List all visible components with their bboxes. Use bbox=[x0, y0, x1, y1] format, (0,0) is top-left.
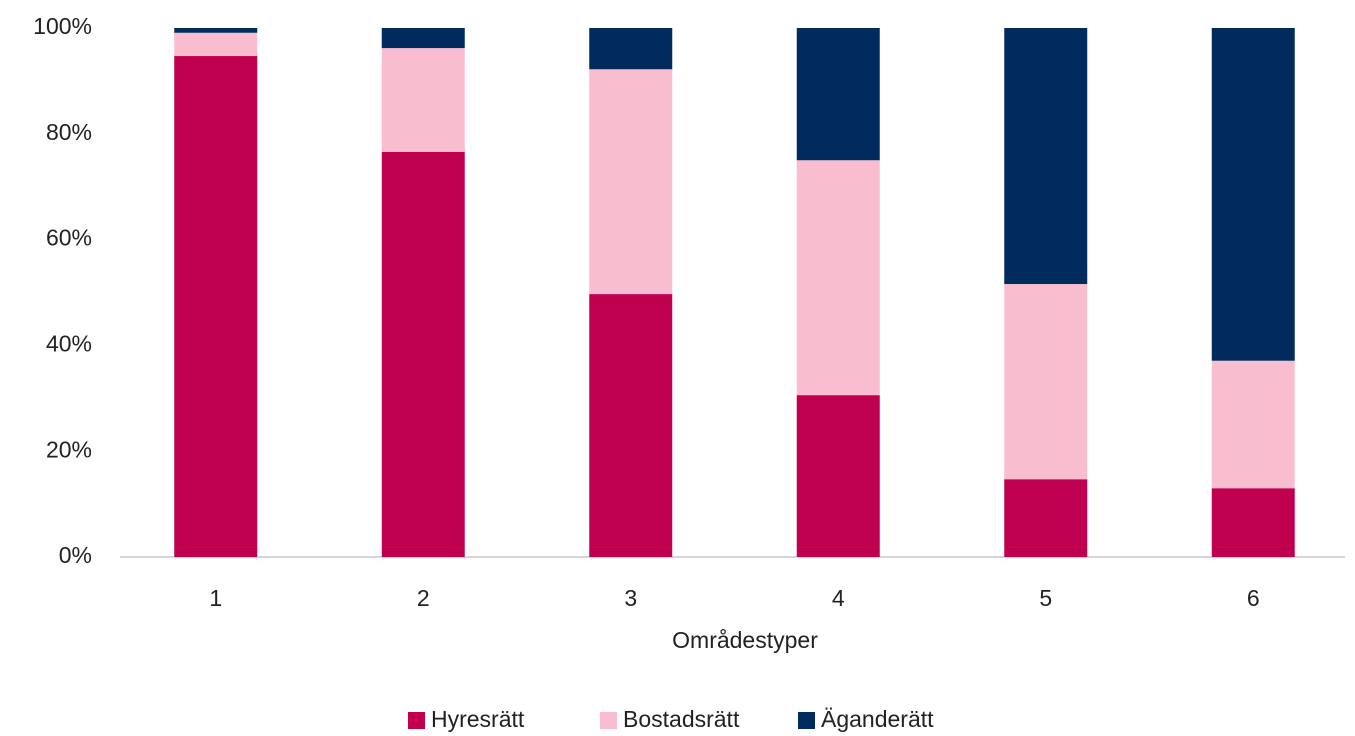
legend-label: Hyresrätt bbox=[431, 706, 525, 732]
bar-segment bbox=[174, 32, 258, 57]
legend-swatch bbox=[408, 712, 425, 729]
x-axis-title: Områdestyper bbox=[672, 627, 818, 653]
bar-segment bbox=[381, 151, 465, 557]
y-tick-label: 0% bbox=[59, 542, 92, 568]
legend-label: Äganderätt bbox=[821, 706, 934, 732]
bar-segment bbox=[174, 56, 258, 558]
bar-segment bbox=[1004, 479, 1088, 557]
bar-segment bbox=[1211, 28, 1295, 361]
bar-segment bbox=[381, 28, 465, 49]
x-tick-label: 3 bbox=[624, 585, 637, 611]
legend-swatch bbox=[600, 712, 617, 729]
x-tick-label: 2 bbox=[417, 585, 430, 611]
bar-segment bbox=[1004, 28, 1088, 285]
bar-segment bbox=[589, 28, 673, 70]
bar-segment bbox=[796, 395, 880, 557]
x-tick-label: 4 bbox=[832, 585, 845, 611]
legend-swatch bbox=[798, 712, 815, 729]
y-tick-label: 100% bbox=[33, 13, 92, 39]
legend-label: Bostadsrätt bbox=[623, 706, 740, 732]
y-tick-label: 80% bbox=[46, 119, 92, 145]
bar-segment bbox=[589, 294, 673, 557]
bar-segment bbox=[1211, 488, 1295, 557]
bar-segment bbox=[1211, 360, 1295, 489]
y-tick-label: 20% bbox=[46, 436, 92, 462]
bar-segment bbox=[589, 69, 673, 295]
bar-segment bbox=[174, 28, 258, 33]
x-tick-label: 1 bbox=[209, 585, 222, 611]
bar-segment bbox=[1004, 284, 1088, 480]
y-tick-label: 60% bbox=[46, 225, 92, 251]
x-tick-label: 6 bbox=[1247, 585, 1260, 611]
bar-segment bbox=[381, 48, 465, 152]
bar-segment bbox=[796, 160, 880, 396]
x-tick-label: 5 bbox=[1039, 585, 1052, 611]
y-tick-label: 40% bbox=[46, 330, 92, 356]
bar-segment bbox=[796, 28, 880, 161]
